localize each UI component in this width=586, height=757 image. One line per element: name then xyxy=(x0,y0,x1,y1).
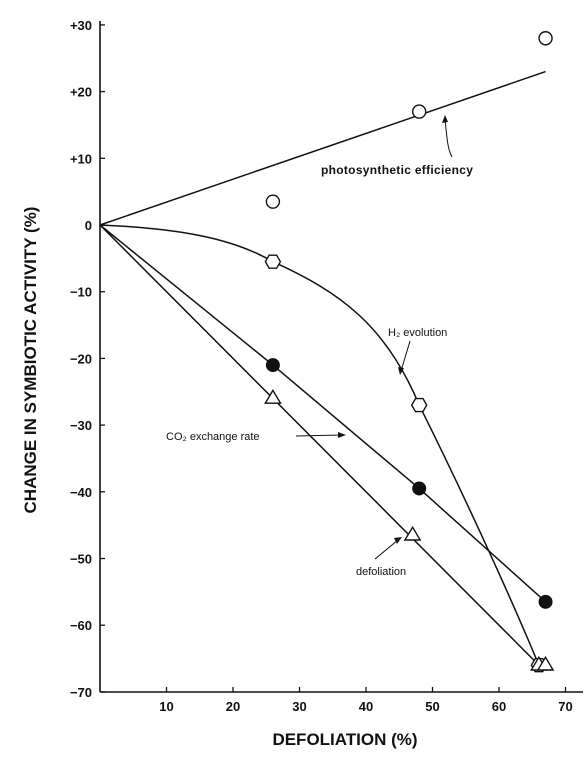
annotation-defoliation: defoliation xyxy=(356,566,406,578)
data-markers xyxy=(264,31,555,673)
h2-evolution-point xyxy=(264,254,282,269)
y-axis-title: CHANGE IN SYMBIOTIC ACTIVITY (%) xyxy=(21,207,40,514)
annotation-co2-exchange-rate: CO₂ exchange rate xyxy=(166,431,260,443)
y-tick-label: +30 xyxy=(70,18,92,33)
leader-line xyxy=(295,434,343,437)
leader-arrowhead xyxy=(398,367,404,375)
x-tick-label: 60 xyxy=(492,699,506,714)
defoliation-point xyxy=(264,389,282,404)
y-tick-label: −50 xyxy=(70,552,92,567)
leader-arrowhead xyxy=(338,432,346,438)
photosynthetic-efficiency-point xyxy=(412,104,427,119)
x-axis-title: DEFOLIATION (%) xyxy=(272,730,417,749)
y-tick-label: −10 xyxy=(70,285,92,300)
annotation-h2-evolution: H₂ evolution xyxy=(388,327,447,339)
x-tick-label: 50 xyxy=(425,699,439,714)
y-tick-label: −30 xyxy=(70,418,92,433)
y-tick-label: −70 xyxy=(70,685,92,700)
photosynthetic-efficiency-point xyxy=(538,31,553,46)
x-tick-label: 20 xyxy=(226,699,240,714)
annotations: photosynthetic efficiency H₂ evolution CO₂… xyxy=(166,115,473,578)
h2-evolution-point xyxy=(410,397,428,413)
leader-line xyxy=(374,539,399,560)
h2-evolution-fit-curve xyxy=(99,224,540,666)
y-tick-label: −60 xyxy=(70,618,92,633)
co2-exchange-rate-fit-line xyxy=(99,224,547,603)
y-tick-label: 0 xyxy=(85,218,92,233)
co2-exchange-rate-point xyxy=(265,358,280,373)
defoliation-point xyxy=(403,525,422,541)
fit-lines xyxy=(99,70,547,666)
ticks: +30 +20 +10 0 −10 −20 −30 −40 −50 −60 −70 10 20 30 40 5… xyxy=(70,18,573,714)
leader-line xyxy=(400,340,411,372)
y-tick-label: +20 xyxy=(70,85,92,100)
y-tick-label: +10 xyxy=(70,151,92,166)
leader-arrowhead xyxy=(442,115,448,123)
y-tick-label: −40 xyxy=(70,485,92,500)
y-tick-label: −20 xyxy=(70,351,92,366)
x-tick-label: 10 xyxy=(159,699,173,714)
photosynthetic-efficiency-point xyxy=(265,194,281,209)
defoliation-fit-line xyxy=(99,224,540,666)
co2-exchange-rate-point xyxy=(412,481,427,496)
defoliation-point xyxy=(536,655,555,671)
leader-arrowhead xyxy=(394,537,402,544)
annotation-photosynthetic-efficiency: photosynthetic efficiency xyxy=(321,163,473,177)
axes xyxy=(99,21,583,693)
x-tick-label: 30 xyxy=(292,699,306,714)
leader-line xyxy=(444,118,453,158)
co2-exchange-rate-point xyxy=(538,594,553,609)
x-tick-label: 70 xyxy=(558,699,572,714)
photosynthetic-efficiency-fit-line xyxy=(99,70,546,226)
x-tick-label: 40 xyxy=(359,699,373,714)
